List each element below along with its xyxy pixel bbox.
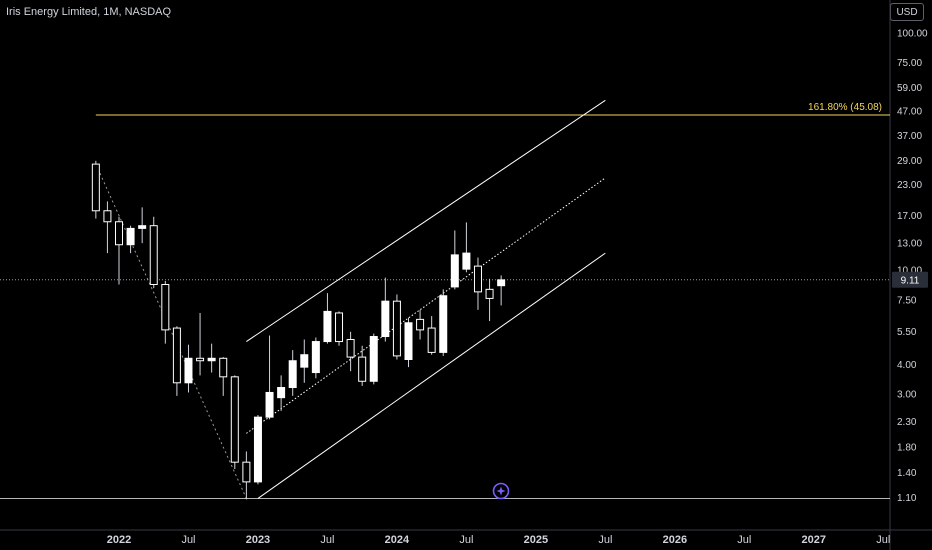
candle-body[interactable] (265, 391, 274, 418)
candle-body[interactable] (253, 416, 262, 483)
candle-body[interactable] (392, 300, 401, 357)
candle-body[interactable] (300, 354, 309, 368)
x-tick-label: 2023 (246, 534, 270, 546)
y-tick-label: 75.00 (897, 58, 922, 69)
y-tick-label: 47.00 (897, 106, 922, 117)
x-tick-label: Jul (598, 534, 612, 546)
candle-body[interactable] (161, 284, 170, 331)
x-tick-label: 2025 (524, 534, 548, 546)
candle-body[interactable] (277, 387, 286, 399)
x-tick-label: 2026 (663, 534, 687, 546)
sparkle-icon (496, 486, 506, 496)
y-tick-label: 5.50 (897, 327, 917, 338)
candle-body[interactable] (497, 279, 506, 287)
current-price-tag (892, 271, 928, 288)
y-tick-label: 17.00 (897, 211, 922, 222)
candle-body[interactable] (115, 221, 123, 246)
candle-body[interactable] (358, 356, 367, 382)
y-tick-label: 59.00 (897, 83, 922, 94)
candle-body[interactable] (91, 163, 100, 212)
y-tick-label: 100.00 (897, 29, 928, 40)
candle-body[interactable] (404, 322, 413, 361)
candle-body[interactable] (450, 254, 459, 288)
candle-body[interactable] (381, 300, 390, 338)
fib-level-label: 161.80% (45.08) (808, 102, 882, 113)
y-tick-label: 37.00 (897, 131, 922, 142)
candle-body[interactable] (369, 336, 378, 382)
candle-body[interactable] (207, 357, 216, 362)
candle-body[interactable] (184, 357, 193, 384)
x-tick-label: Jul (181, 534, 195, 546)
candle-body[interactable] (138, 225, 147, 229)
candle-body[interactable] (416, 318, 425, 331)
candle-body[interactable] (288, 360, 297, 389)
y-tick-label: 1.10 (897, 493, 917, 504)
candle-body[interactable] (485, 288, 494, 299)
channel-upper-line[interactable] (246, 99, 606, 342)
candle-body[interactable] (126, 227, 135, 246)
y-tick-label: 2.30 (897, 417, 917, 428)
candle-body[interactable] (219, 357, 228, 378)
y-tick-label: 23.00 (897, 180, 922, 191)
candle-body[interactable] (335, 312, 344, 343)
x-tick-label: Jul (876, 534, 890, 546)
add-marker-icon[interactable] (492, 482, 510, 500)
candle-body[interactable] (172, 327, 181, 384)
x-tick-label: Jul (320, 534, 334, 546)
y-tick-label: 4.00 (897, 360, 917, 371)
candle-body[interactable] (323, 310, 332, 343)
candle-body[interactable] (346, 339, 355, 358)
current-price-value: 9.11 (901, 275, 920, 286)
candle-body[interactable] (427, 327, 436, 353)
candle-body[interactable] (103, 210, 112, 223)
y-tick-label: 3.00 (897, 390, 917, 401)
candle-body[interactable] (230, 376, 239, 463)
candle-body[interactable] (439, 295, 448, 353)
x-tick-label: Jul (459, 534, 473, 546)
y-tick-label: 1.80 (897, 442, 917, 453)
x-tick-label: 2022 (107, 534, 131, 546)
downtrend-line (95, 163, 247, 499)
candle-body[interactable] (462, 252, 471, 270)
chart-title: Iris Energy Limited, 1M, NASDAQ (6, 6, 172, 18)
y-tick-label: 29.00 (897, 156, 922, 167)
y-tick-label: 13.00 (897, 239, 922, 250)
channel-lower-line[interactable] (257, 252, 606, 499)
x-tick-label: Jul (737, 534, 751, 546)
candle-body[interactable] (196, 357, 205, 362)
x-tick-label: 2024 (385, 534, 410, 546)
candle-body[interactable] (242, 461, 251, 483)
x-tick-label: 2027 (802, 534, 826, 546)
candle-body[interactable] (311, 341, 320, 374)
y-tick-label: 10.00 (897, 266, 922, 277)
candle-body[interactable] (149, 225, 158, 286)
y-tick-label: 7.50 (897, 295, 917, 306)
candle-body[interactable] (473, 265, 482, 293)
y-tick-label: 1.40 (897, 468, 917, 479)
